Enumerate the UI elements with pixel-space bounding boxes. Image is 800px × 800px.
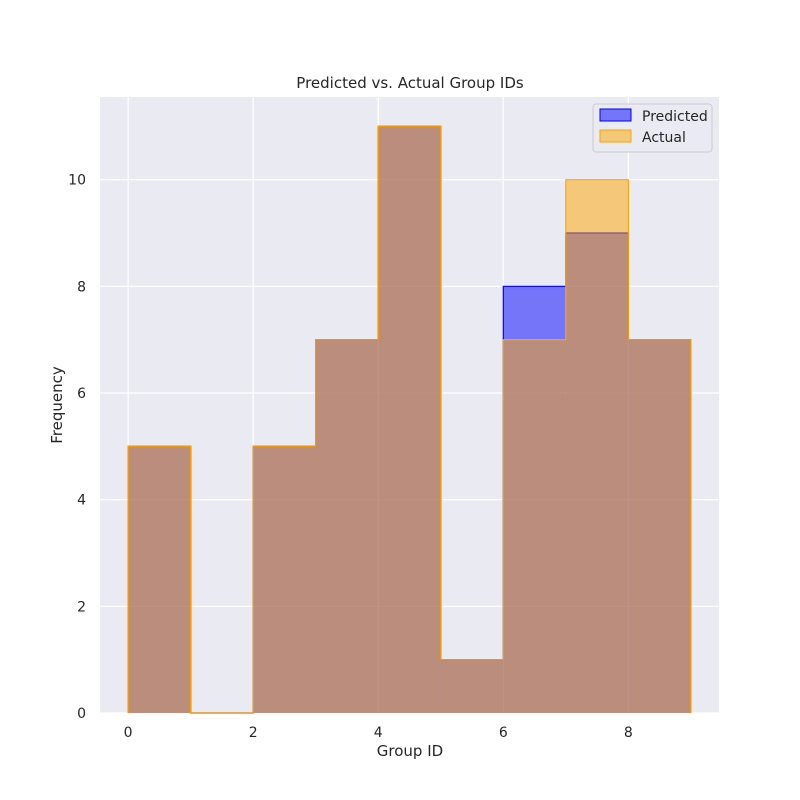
x-axis-label: Group ID	[377, 742, 443, 760]
y-tick-label: 4	[77, 493, 86, 509]
legend-label-predicted: Predicted	[642, 109, 708, 125]
y-tick-label: 0	[77, 706, 86, 722]
x-tick-label: 4	[374, 725, 383, 741]
legend-swatch-predicted	[599, 108, 632, 122]
x-tick-label: 6	[499, 725, 508, 741]
bar-actual	[440, 659, 504, 713]
bar-actual	[565, 179, 629, 713]
bar-actual	[378, 126, 441, 714]
bar-actual	[253, 446, 316, 713]
y-tick-label: 8	[77, 279, 86, 295]
bar-actual	[503, 339, 566, 713]
legend-label-actual: Actual	[642, 130, 686, 146]
x-tick-label: 2	[249, 725, 258, 741]
x-tick-label: 8	[624, 725, 633, 741]
bar-actual	[628, 339, 691, 713]
bars	[127, 125, 692, 714]
y-tick-label: 6	[77, 386, 86, 402]
y-axis-label: Frequency	[48, 366, 66, 444]
bar-actual	[128, 446, 191, 713]
legend: Predicted Actual	[592, 103, 713, 153]
ticks: 0 2 4 6 8 0 2 4 6 8 10	[68, 173, 633, 741]
series-actual	[127, 125, 692, 714]
bar-actual	[315, 339, 379, 713]
y-tick-label: 10	[68, 173, 86, 189]
legend-swatch-actual	[599, 129, 632, 143]
x-tick-label: 0	[124, 725, 133, 741]
y-tick-label: 2	[77, 599, 86, 615]
chart-title: Predicted vs. Actual Group IDs	[296, 74, 524, 92]
outline-actual	[127, 125, 692, 714]
